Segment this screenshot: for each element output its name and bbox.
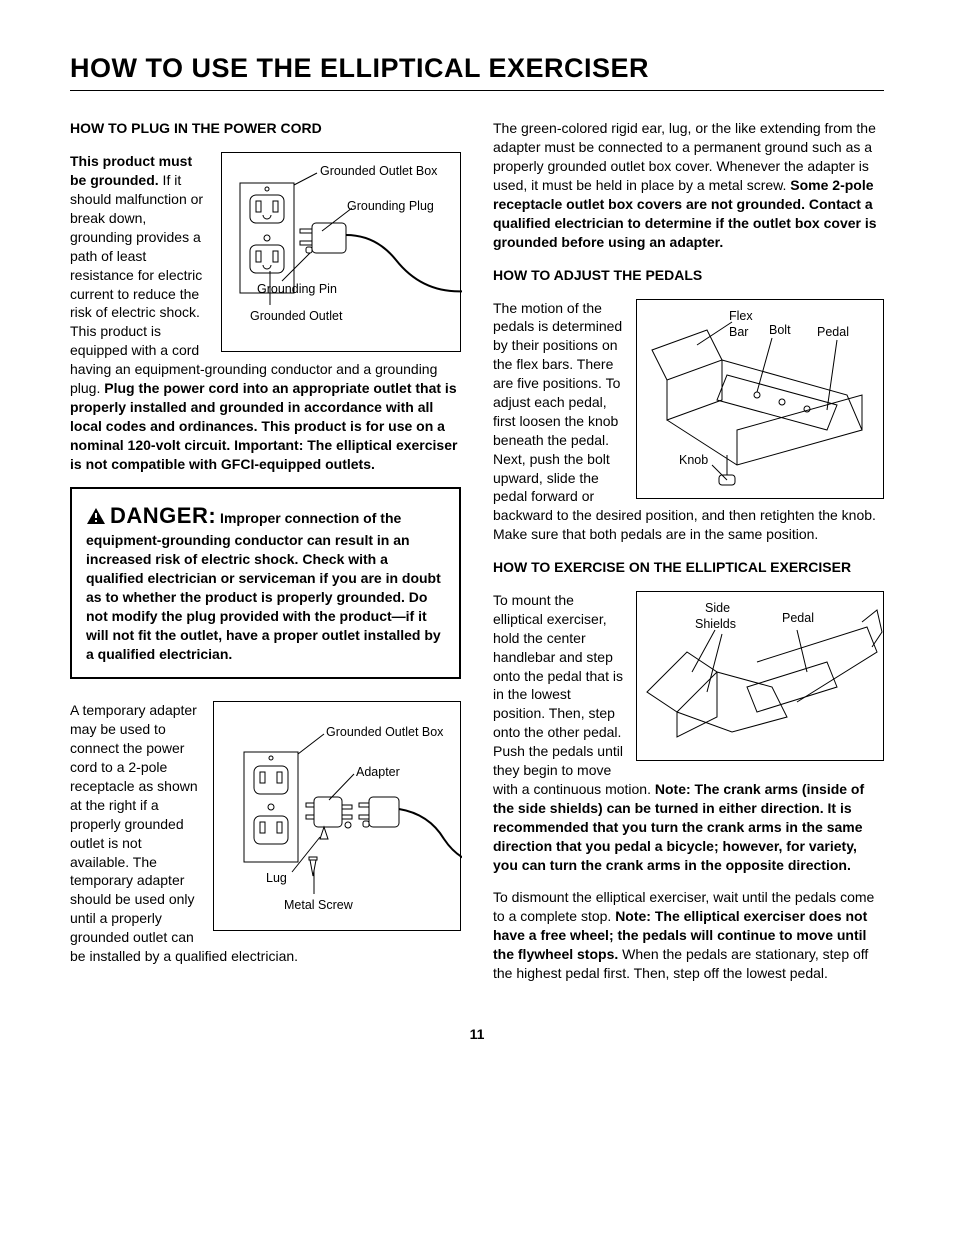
label-grounded-outlet-box: Grounded Outlet Box	[320, 163, 437, 180]
paragraph-dismount: To dismount the elliptical exerciser, wa…	[493, 888, 884, 982]
left-column: HOW TO PLUG IN THE POWER CORD	[70, 119, 461, 996]
content-columns: HOW TO PLUG IN THE POWER CORD	[70, 119, 884, 996]
danger-box: DANGER: Improper connection of the equip…	[70, 487, 461, 679]
label-grounded-outlet: Grounded Outlet	[250, 308, 342, 325]
label-pedal-2: Pedal	[782, 610, 814, 627]
danger-word: DANGER:	[110, 503, 216, 528]
label-grounding-pin: Grounding Pin	[257, 281, 337, 298]
label-side: Side	[705, 600, 730, 617]
paragraph-green-lug: The green-colored rigid ear, lug, or the…	[493, 119, 884, 251]
label-metal-screw: Metal Screw	[284, 897, 353, 914]
label-pedal: Pedal	[817, 324, 849, 341]
label-flex: Flex	[729, 308, 753, 325]
text-mount: To mount the elliptical exerciser, hold …	[493, 592, 655, 797]
label-lug: Lug	[266, 870, 287, 887]
label-bolt: Bolt	[769, 322, 791, 339]
text-grounding-instructions: Plug the power cord into an appropriate …	[70, 380, 457, 472]
label-shields: Shields	[695, 616, 736, 633]
right-column: The green-colored rigid ear, lug, or the…	[493, 119, 884, 996]
figure-adapter: Grounded Outlet Box Adapter Lug Metal Sc…	[213, 701, 461, 931]
exercise-svg	[637, 592, 885, 762]
danger-text: Improper connection of the equipment-gro…	[86, 510, 441, 661]
figure-outlet-plug: Grounded Outlet Box Grounding Plug Groun…	[221, 152, 461, 352]
heading-adjust-pedals: HOW TO ADJUST THE PEDALS	[493, 266, 884, 285]
figure-exercise: Side Shields Pedal	[636, 591, 884, 761]
heading-power-cord: HOW TO PLUG IN THE POWER CORD	[70, 119, 461, 138]
page-title: HOW TO USE THE ELLIPTICAL EXERCISER	[70, 50, 884, 91]
page-number: 11	[70, 1025, 884, 1044]
label-bar: Bar	[729, 324, 748, 341]
figure-pedal-adjust: Flex Bar Bolt Pedal Knob	[636, 299, 884, 499]
heading-exercise: HOW TO EXERCISE ON THE ELLIPTICAL EXERCI…	[493, 558, 884, 577]
warning-icon	[86, 507, 106, 525]
label-grounded-outlet-box-2: Grounded Outlet Box	[326, 724, 443, 741]
label-grounding-plug: Grounding Plug	[347, 198, 434, 215]
label-adapter: Adapter	[356, 764, 400, 781]
label-knob: Knob	[679, 452, 708, 469]
